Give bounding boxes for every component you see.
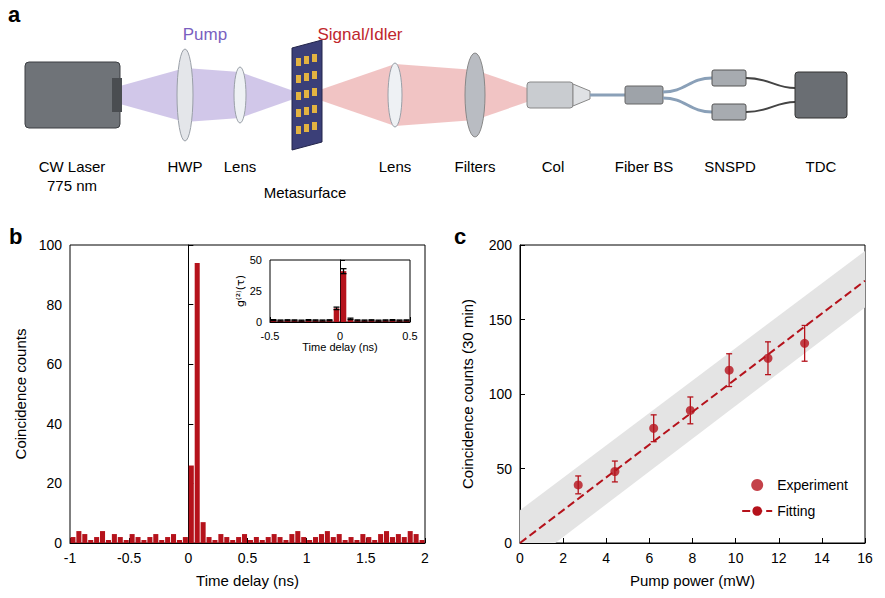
svg-text:20: 20 <box>46 475 62 491</box>
svg-text:CW Laser: CW Laser <box>39 158 106 175</box>
svg-text:Col: Col <box>542 158 565 175</box>
svg-text:50: 50 <box>496 461 512 477</box>
svg-text:SNSPD: SNSPD <box>704 158 756 175</box>
svg-text:0: 0 <box>504 535 512 551</box>
svg-text:a: a <box>8 2 21 27</box>
svg-text:Pump: Pump <box>183 25 227 44</box>
svg-text:0.5: 0.5 <box>238 550 258 566</box>
svg-text:-1: -1 <box>64 550 77 566</box>
svg-text:6: 6 <box>645 550 653 566</box>
svg-text:0.5: 0.5 <box>402 330 417 342</box>
svg-text:2: 2 <box>559 550 567 566</box>
svg-text:150: 150 <box>489 312 513 328</box>
svg-text:-0.5: -0.5 <box>261 330 280 342</box>
svg-text:40: 40 <box>46 416 62 432</box>
svg-text:TDC: TDC <box>806 158 837 175</box>
svg-text:0: 0 <box>337 330 343 342</box>
svg-text:0: 0 <box>516 550 524 566</box>
svg-text:0: 0 <box>184 550 192 566</box>
svg-text:8: 8 <box>689 550 697 566</box>
svg-text:HWP: HWP <box>168 158 203 175</box>
svg-text:80: 80 <box>46 297 62 313</box>
svg-text:b: b <box>9 224 22 249</box>
svg-text:Filters: Filters <box>455 158 496 175</box>
svg-text:25: 25 <box>250 285 262 297</box>
svg-text:100: 100 <box>39 237 63 253</box>
svg-text:100: 100 <box>489 386 513 402</box>
svg-text:Time delay (ns): Time delay (ns) <box>196 572 299 589</box>
svg-text:1: 1 <box>303 550 311 566</box>
svg-text:Metasurface: Metasurface <box>264 184 347 201</box>
svg-text:Fiber BS: Fiber BS <box>615 158 673 175</box>
svg-text:-0.5: -0.5 <box>117 550 141 566</box>
svg-text:g⁽²⁾(τ): g⁽²⁾(τ) <box>234 275 247 307</box>
svg-text:1.5: 1.5 <box>356 550 376 566</box>
svg-text:16: 16 <box>857 550 873 566</box>
svg-text:14: 14 <box>814 550 830 566</box>
svg-text:775 nm: 775 nm <box>47 177 97 194</box>
svg-text:Experiment: Experiment <box>777 477 848 493</box>
svg-text:50: 50 <box>250 254 262 266</box>
svg-text:c: c <box>454 224 466 249</box>
svg-text:4: 4 <box>602 550 610 566</box>
svg-text:Coincidence counts: Coincidence counts <box>12 329 29 460</box>
svg-text:Fitting: Fitting <box>777 503 815 519</box>
svg-text:2: 2 <box>421 550 429 566</box>
svg-text:Coincidence counts (30 min): Coincidence counts (30 min) <box>459 299 476 489</box>
svg-text:Signal/Idler: Signal/Idler <box>317 25 402 44</box>
svg-text:10: 10 <box>728 550 744 566</box>
svg-text:Pump power (mW): Pump power (mW) <box>630 572 755 589</box>
svg-text:60: 60 <box>46 356 62 372</box>
svg-text:Time delay (ns): Time delay (ns) <box>302 341 377 353</box>
svg-text:0: 0 <box>256 316 262 328</box>
svg-text:12: 12 <box>771 550 787 566</box>
svg-text:Lens: Lens <box>224 158 257 175</box>
svg-text:200: 200 <box>489 237 513 253</box>
svg-text:Lens: Lens <box>379 158 412 175</box>
svg-text:0: 0 <box>54 535 62 551</box>
